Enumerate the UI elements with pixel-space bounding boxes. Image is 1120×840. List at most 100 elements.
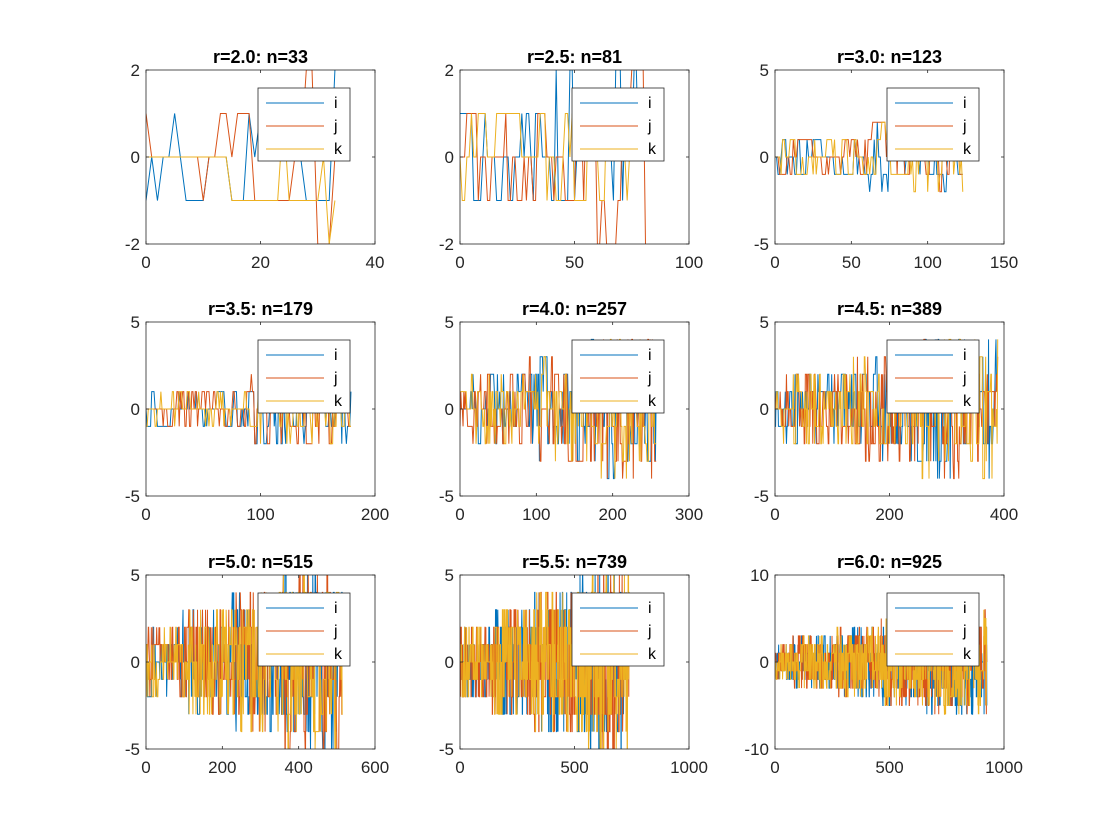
subplot-title: r=3.5: n=179 bbox=[208, 299, 313, 319]
x-tick-label: 200 bbox=[875, 505, 903, 524]
series-line-k bbox=[460, 338, 657, 479]
x-tick-label: 0 bbox=[141, 758, 150, 777]
x-tick-label: 500 bbox=[875, 758, 903, 777]
subplot-title: r=5.0: n=515 bbox=[208, 552, 313, 572]
x-tick-label: 50 bbox=[842, 253, 861, 272]
legend-label-k: k bbox=[334, 393, 343, 410]
legend: ijk bbox=[886, 592, 980, 667]
y-tick-label: 10 bbox=[750, 566, 769, 585]
series-line-j bbox=[460, 70, 646, 244]
y-tick-label: -5 bbox=[439, 740, 454, 759]
y-tick-label: 0 bbox=[131, 148, 140, 167]
legend: ijk bbox=[257, 339, 351, 414]
y-tick-label: 0 bbox=[760, 148, 769, 167]
series-line-k bbox=[775, 609, 988, 715]
y-tick-label: -5 bbox=[125, 487, 140, 506]
x-tick-label: 150 bbox=[990, 253, 1018, 272]
legend-label-j: j bbox=[647, 118, 652, 135]
legend: ijk bbox=[571, 592, 665, 667]
y-tick-label: -10 bbox=[744, 740, 769, 759]
subplot-title: r=2.0: n=33 bbox=[213, 47, 308, 67]
y-tick-label: 0 bbox=[760, 400, 769, 419]
y-tick-label: 0 bbox=[760, 653, 769, 672]
legend-label-k: k bbox=[963, 646, 972, 663]
y-tick-label: -5 bbox=[125, 740, 140, 759]
x-tick-label: 300 bbox=[675, 505, 703, 524]
legend-label-k: k bbox=[648, 393, 657, 410]
x-tick-label: 100 bbox=[246, 505, 274, 524]
x-tick-label: 1000 bbox=[985, 758, 1023, 777]
legend: ijk bbox=[571, 87, 665, 162]
legend-label-i: i bbox=[963, 347, 967, 364]
legend: ijk bbox=[257, 87, 351, 162]
legend-label-k: k bbox=[334, 646, 343, 663]
subplot-title: r=5.5: n=739 bbox=[522, 552, 627, 572]
x-tick-label: 0 bbox=[770, 505, 779, 524]
y-tick-label: 5 bbox=[131, 313, 140, 332]
legend-label-k: k bbox=[963, 393, 972, 410]
y-tick-label: 5 bbox=[760, 313, 769, 332]
x-tick-label: 100 bbox=[675, 253, 703, 272]
x-tick-label: 200 bbox=[598, 505, 626, 524]
y-tick-label: 2 bbox=[131, 61, 140, 80]
x-tick-label: 40 bbox=[366, 253, 385, 272]
x-tick-label: 0 bbox=[455, 253, 464, 272]
subplot-title: r=6.0: n=925 bbox=[837, 552, 942, 572]
y-tick-label: 2 bbox=[445, 61, 454, 80]
x-tick-label: 100 bbox=[913, 253, 941, 272]
legend-label-i: i bbox=[334, 347, 338, 364]
legend-label-i: i bbox=[963, 95, 967, 112]
legend-label-j: j bbox=[962, 623, 967, 640]
y-tick-label: 5 bbox=[445, 313, 454, 332]
x-tick-label: 1000 bbox=[670, 758, 708, 777]
legend-label-j: j bbox=[962, 118, 967, 135]
legend-label-i: i bbox=[648, 347, 652, 364]
legend: ijk bbox=[257, 592, 351, 667]
y-tick-label: -5 bbox=[754, 235, 769, 254]
y-tick-label: 5 bbox=[445, 566, 454, 585]
x-tick-label: 500 bbox=[560, 758, 588, 777]
legend-label-i: i bbox=[648, 600, 652, 617]
x-tick-label: 0 bbox=[770, 253, 779, 272]
legend: ijk bbox=[886, 87, 980, 162]
legend-label-k: k bbox=[334, 141, 343, 158]
x-tick-label: 200 bbox=[208, 758, 236, 777]
legend-label-j: j bbox=[647, 623, 652, 640]
series-line-k bbox=[460, 575, 630, 749]
legend-label-i: i bbox=[334, 600, 338, 617]
y-tick-label: 0 bbox=[445, 653, 454, 672]
y-tick-label: 0 bbox=[131, 653, 140, 672]
legend-label-j: j bbox=[333, 623, 338, 640]
legend-label-j: j bbox=[962, 370, 967, 387]
x-tick-label: 20 bbox=[251, 253, 270, 272]
subplot-title: r=2.5: n=81 bbox=[527, 47, 622, 67]
legend-label-i: i bbox=[963, 600, 967, 617]
y-tick-label: 0 bbox=[445, 148, 454, 167]
legend: ijk bbox=[571, 339, 665, 414]
series-line-k bbox=[146, 113, 336, 244]
x-tick-label: 600 bbox=[361, 758, 389, 777]
x-tick-label: 400 bbox=[284, 758, 312, 777]
legend-label-k: k bbox=[648, 141, 657, 158]
legend-label-i: i bbox=[648, 95, 652, 112]
y-tick-label: -2 bbox=[439, 235, 454, 254]
x-tick-label: 50 bbox=[565, 253, 584, 272]
y-tick-label: 0 bbox=[131, 400, 140, 419]
subplot-title: r=4.5: n=389 bbox=[837, 299, 942, 319]
legend-label-j: j bbox=[333, 370, 338, 387]
x-tick-label: 200 bbox=[361, 505, 389, 524]
legend-label-k: k bbox=[648, 646, 657, 663]
y-tick-label: 0 bbox=[445, 400, 454, 419]
legend: ijk bbox=[886, 339, 980, 414]
x-tick-label: 0 bbox=[141, 253, 150, 272]
x-tick-label: 0 bbox=[455, 505, 464, 524]
y-tick-label: -5 bbox=[754, 487, 769, 506]
legend-label-j: j bbox=[333, 118, 338, 135]
